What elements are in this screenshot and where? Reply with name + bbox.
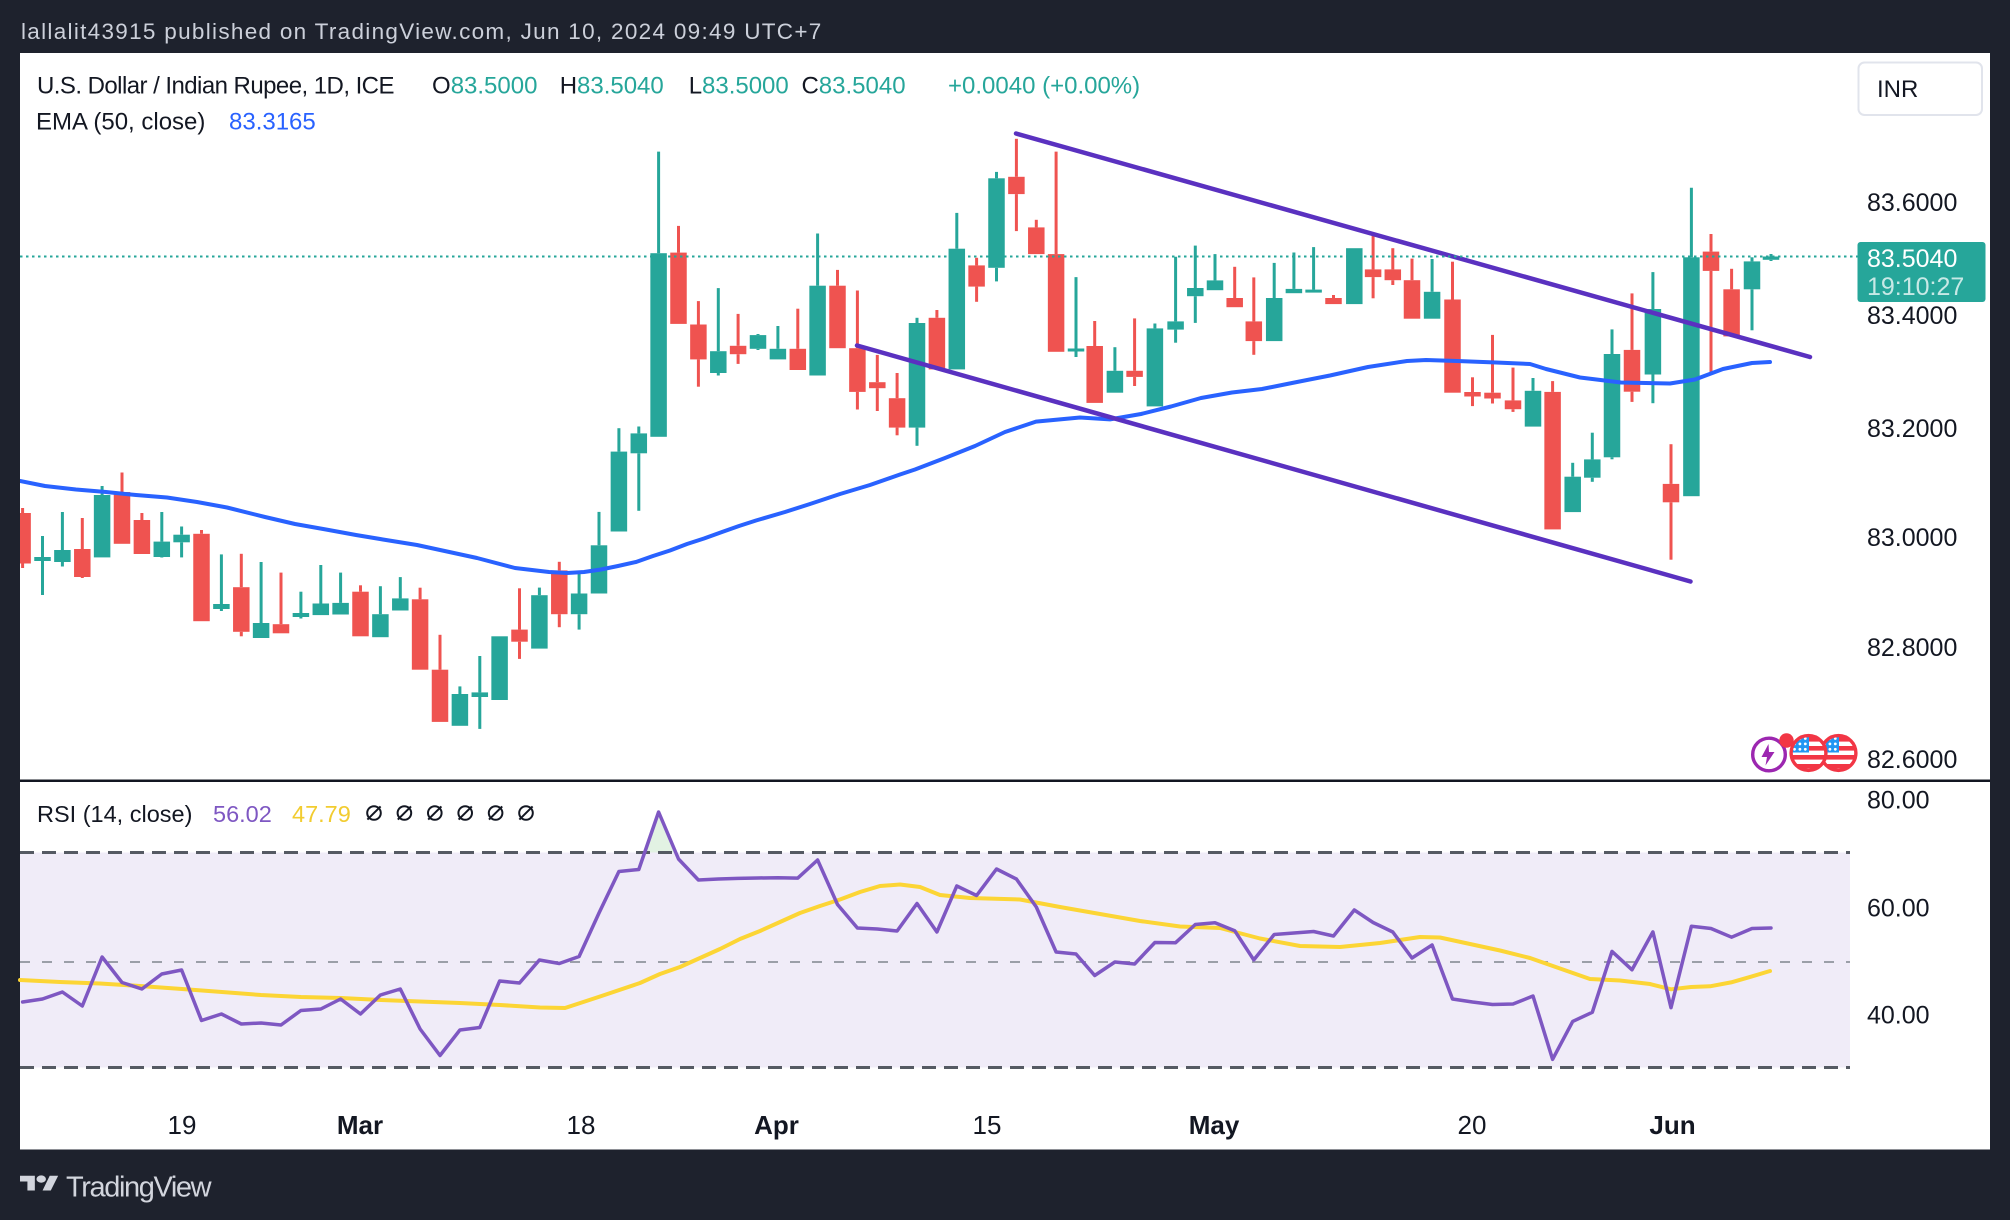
svg-text:Mar: Mar [337, 1110, 383, 1140]
svg-text:EMA (50, close): EMA (50, close) [36, 109, 205, 136]
svg-text:May: May [1189, 1110, 1240, 1140]
svg-text:47.79: 47.79 [292, 801, 351, 827]
svg-text:lallalit43915 published on Tra: lallalit43915 published on TradingView.c… [21, 19, 823, 44]
svg-text:83.4000: 83.4000 [1867, 302, 1957, 330]
svg-text:Apr: Apr [754, 1110, 799, 1140]
svg-text:60.00: 60.00 [1867, 895, 1930, 923]
svg-text:83.5000: 83.5000 [451, 73, 538, 100]
svg-text:83.2000: 83.2000 [1867, 415, 1957, 443]
svg-text:83.5040: 83.5040 [1867, 245, 1957, 273]
svg-text:56.02: 56.02 [213, 801, 272, 827]
svg-text:83.5000: 83.5000 [702, 73, 789, 100]
svg-text:TradingView: TradingView [66, 1172, 213, 1204]
svg-text:+0.0040 (+0.00%): +0.0040 (+0.00%) [948, 73, 1140, 100]
svg-text:80.00: 80.00 [1867, 787, 1930, 815]
svg-text:H: H [560, 73, 577, 100]
svg-text:INR: INR [1877, 76, 1918, 103]
svg-text:83.0000: 83.0000 [1867, 524, 1957, 552]
svg-text:20: 20 [1458, 1110, 1487, 1140]
svg-text:83.5040: 83.5040 [819, 73, 906, 100]
svg-text:U.S. Dollar / Indian Rupee, 1D: U.S. Dollar / Indian Rupee, 1D, ICE [37, 73, 394, 100]
svg-text:82.8000: 82.8000 [1867, 634, 1957, 662]
svg-text:RSI (14, close): RSI (14, close) [37, 801, 192, 827]
svg-text:83.6000: 83.6000 [1867, 189, 1957, 217]
svg-text:C: C [802, 73, 819, 100]
svg-text:83.3165: 83.3165 [229, 109, 316, 136]
svg-text:19:10:27: 19:10:27 [1867, 273, 1964, 301]
svg-text:19: 19 [168, 1110, 197, 1140]
svg-text:L: L [689, 73, 702, 100]
svg-text:Jun: Jun [1649, 1110, 1695, 1140]
svg-text:15: 15 [973, 1110, 1002, 1140]
svg-text:40.00: 40.00 [1867, 1002, 1930, 1030]
svg-text:83.5040: 83.5040 [577, 73, 664, 100]
svg-text:18: 18 [567, 1110, 596, 1140]
svg-text:O: O [432, 73, 451, 100]
svg-text:82.6000: 82.6000 [1867, 746, 1957, 774]
